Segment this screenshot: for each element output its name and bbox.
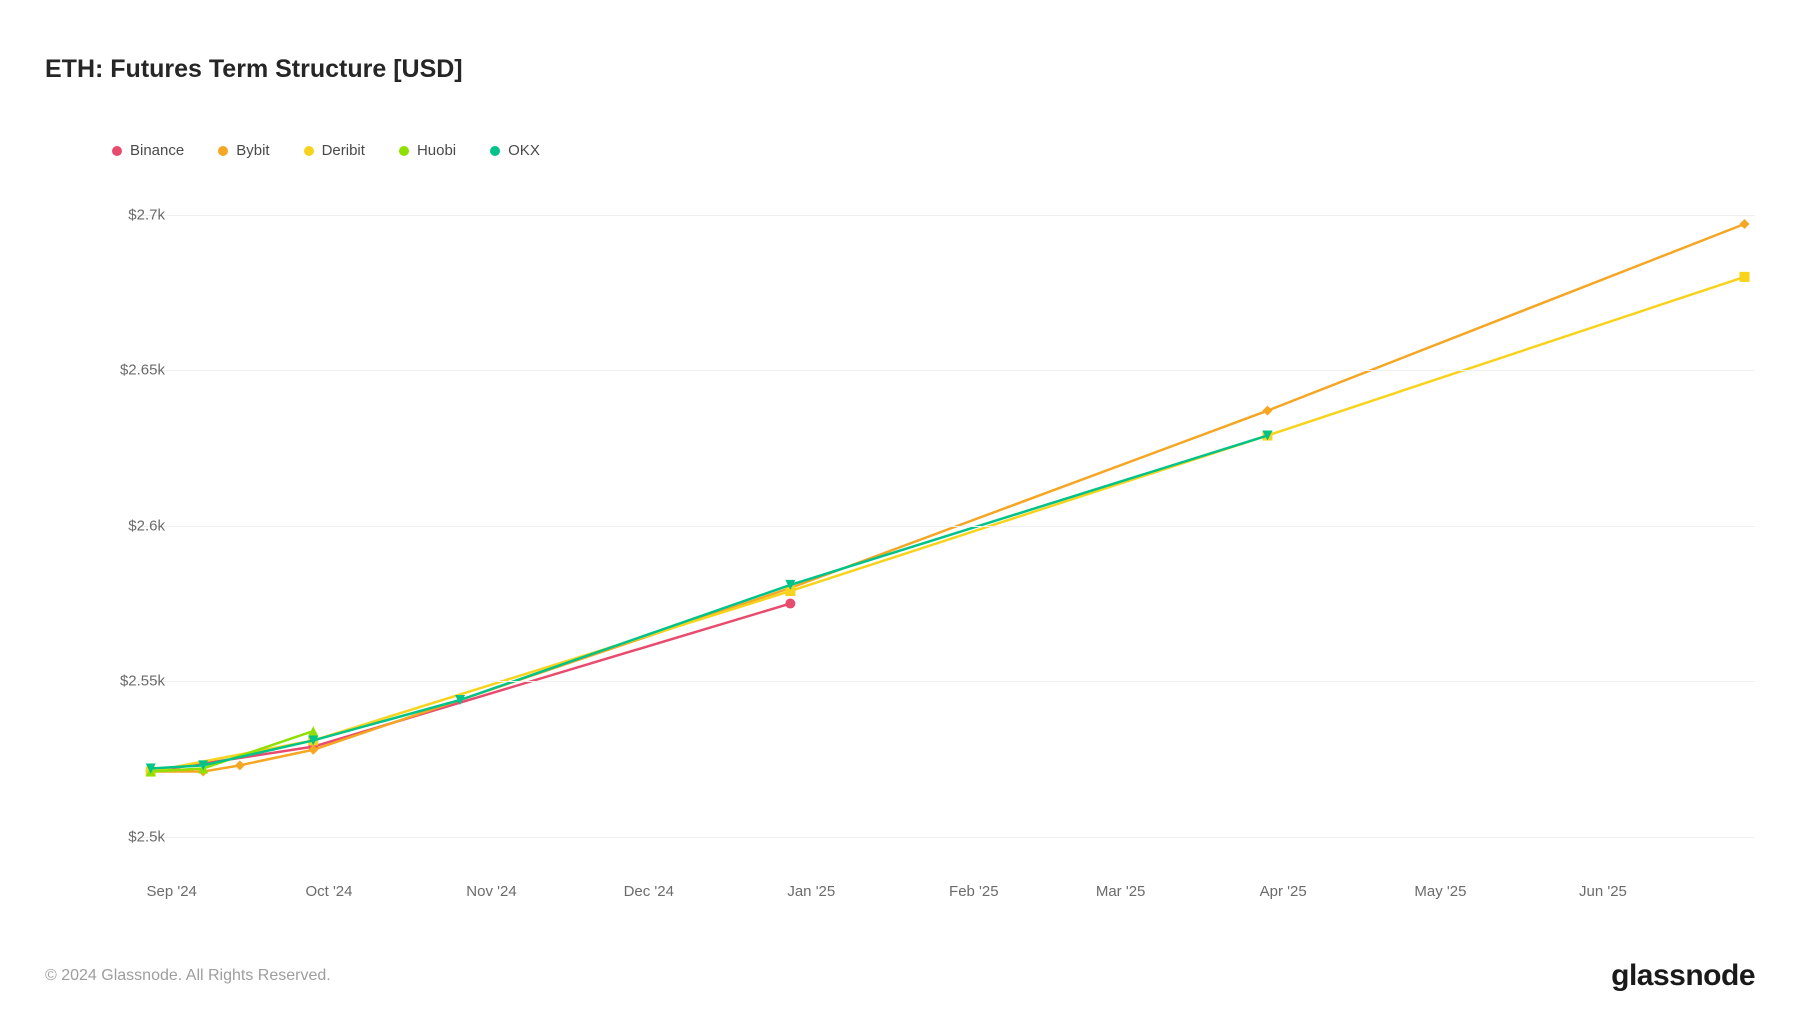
series-line-bybit	[151, 224, 1745, 772]
legend-label: Bybit	[236, 142, 269, 159]
legend-label: Deribit	[322, 142, 365, 159]
gridline	[135, 526, 1755, 527]
x-axis-label: Jan '25	[787, 883, 835, 900]
series-line-okx	[151, 436, 1268, 769]
x-axis-label: Oct '24	[305, 883, 352, 900]
legend-dot	[399, 146, 409, 156]
legend-item-binance[interactable]: Binance	[112, 142, 184, 159]
x-axis-label: Feb '25	[949, 883, 999, 900]
x-axis-label: Sep '24	[146, 883, 196, 900]
legend-item-huobi[interactable]: Huobi	[399, 142, 456, 159]
series-marker-bybit	[235, 760, 245, 770]
copyright-text: © 2024 Glassnode. All Rights Reserved.	[45, 967, 331, 985]
legend-dot	[218, 146, 228, 156]
brand-logo: glassnode	[1611, 959, 1755, 993]
legend-item-deribit[interactable]: Deribit	[304, 142, 365, 159]
legend-dot	[112, 146, 122, 156]
legend-label: Binance	[130, 142, 184, 159]
y-axis-label: $2.65k	[120, 362, 165, 379]
gridline	[135, 215, 1755, 216]
legend-item-okx[interactable]: OKX	[490, 142, 540, 159]
x-axis-label: Nov '24	[466, 883, 516, 900]
y-axis-label: $2.6k	[128, 517, 165, 534]
x-axis-label: Dec '24	[624, 883, 674, 900]
series-marker-bybit	[1740, 219, 1750, 229]
x-axis-label: Jun '25	[1579, 883, 1627, 900]
gridline	[135, 837, 1755, 838]
y-axis-label: $2.5k	[128, 828, 165, 845]
legend-dot	[304, 146, 314, 156]
gridline	[135, 681, 1755, 682]
legend-dot	[490, 146, 500, 156]
y-axis-label: $2.55k	[120, 673, 165, 690]
legend-label: OKX	[508, 142, 540, 159]
x-axis-label: May '25	[1414, 883, 1466, 900]
x-axis-label: Mar '25	[1096, 883, 1146, 900]
chart-title: ETH: Futures Term Structure [USD]	[45, 55, 463, 84]
legend-label: Huobi	[417, 142, 456, 159]
series-marker-binance	[785, 599, 795, 609]
series-marker-bybit	[1262, 406, 1272, 416]
y-axis-label: $2.7k	[128, 206, 165, 223]
x-axis-label: Apr '25	[1260, 883, 1307, 900]
chart-legend: Binance Bybit Deribit Huobi OKX	[112, 142, 540, 159]
legend-item-bybit[interactable]: Bybit	[218, 142, 269, 159]
chart-svg	[135, 168, 1755, 868]
series-marker-deribit	[1740, 272, 1750, 282]
chart-plot-area	[135, 168, 1755, 868]
gridline	[135, 370, 1755, 371]
series-line-deribit	[151, 277, 1745, 772]
series-line-binance	[151, 604, 791, 772]
